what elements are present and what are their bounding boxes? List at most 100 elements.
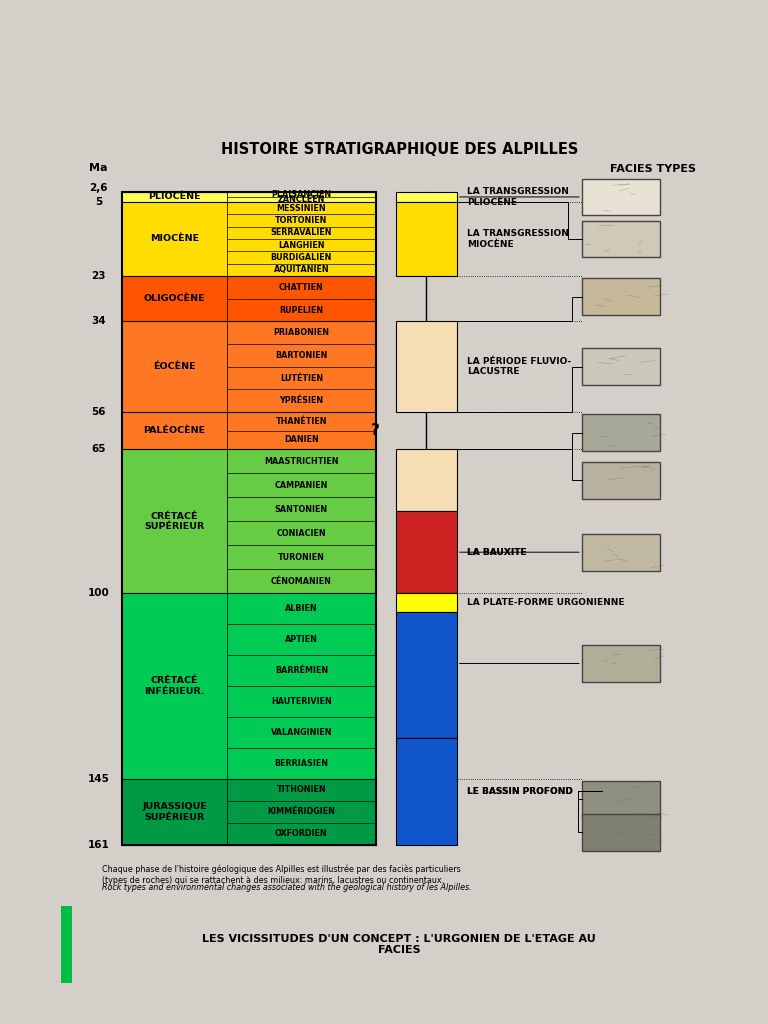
Bar <box>227 299 376 322</box>
Bar <box>582 781 660 818</box>
Bar <box>582 178 660 215</box>
Bar <box>227 214 376 226</box>
Text: HISTOIRE STRATIGRAPHIQUE DES ALPILLES: HISTOIRE STRATIGRAPHIQUE DES ALPILLES <box>220 142 578 158</box>
Bar <box>122 779 227 845</box>
Text: 2,6: 2,6 <box>89 183 108 194</box>
Bar <box>227 264 376 276</box>
Bar <box>227 344 376 367</box>
Text: FACIES TYPES: FACIES TYPES <box>610 164 696 174</box>
Bar <box>227 717 376 748</box>
Text: 100: 100 <box>88 589 110 598</box>
Bar <box>396 322 457 412</box>
Bar <box>396 511 457 593</box>
Bar <box>227 546 376 569</box>
Text: ZANCLÉEN: ZANCLÉEN <box>278 195 325 204</box>
Bar <box>122 412 227 450</box>
Bar <box>227 569 376 593</box>
Bar <box>122 593 227 779</box>
Bar <box>122 322 227 412</box>
Text: PRIABONIEN: PRIABONIEN <box>273 329 329 337</box>
Text: LA TRANSGRESSION
MIOCÈNE: LA TRANSGRESSION MIOCÈNE <box>467 229 569 249</box>
Text: MESSINIEN: MESSINIEN <box>276 204 326 213</box>
Bar <box>227 779 376 801</box>
Text: PLAISANCIEN: PLAISANCIEN <box>271 190 332 199</box>
Bar <box>396 450 457 511</box>
Text: LUTÉTIEN: LUTÉTIEN <box>280 374 323 383</box>
Text: YPRÉSIEN: YPRÉSIEN <box>280 396 323 406</box>
Text: BARTONIEN: BARTONIEN <box>275 351 327 359</box>
Bar <box>582 814 660 851</box>
Bar <box>227 625 376 655</box>
Bar <box>582 645 660 682</box>
Bar <box>227 593 376 625</box>
Text: ?: ? <box>371 423 380 438</box>
Bar <box>582 534 660 570</box>
Text: 161: 161 <box>88 840 110 850</box>
Bar <box>396 193 457 202</box>
Text: RUPELIEN: RUPELIEN <box>280 305 323 314</box>
Bar <box>227 202 376 214</box>
Bar <box>227 473 376 498</box>
Text: 145: 145 <box>88 774 110 783</box>
Text: OXFORDIEN: OXFORDIEN <box>275 829 328 839</box>
Bar <box>396 202 457 276</box>
Bar <box>227 226 376 239</box>
Bar <box>582 415 660 452</box>
Bar <box>122 202 227 276</box>
Text: 34: 34 <box>91 316 106 327</box>
Text: PALÉOCÈNE: PALÉOCÈNE <box>144 426 206 435</box>
Bar <box>227 450 376 473</box>
Text: PLIOCÈNE: PLIOCÈNE <box>148 193 201 202</box>
Text: MIOCÈNE: MIOCÈNE <box>150 234 199 244</box>
Bar <box>227 748 376 779</box>
Text: KIMMÉRIDGIEN: KIMMÉRIDGIEN <box>267 807 336 816</box>
Text: CHATTIEN: CHATTIEN <box>279 283 324 292</box>
Text: CRÉTACÉ
INFÉRIEUR.: CRÉTACÉ INFÉRIEUR. <box>144 677 205 696</box>
Bar <box>122 193 376 845</box>
Text: ÉOCÈNE: ÉOCÈNE <box>154 362 196 372</box>
Text: LA BAUXITE: LA BAUXITE <box>467 548 527 557</box>
Text: VALANGINIEN: VALANGINIEN <box>270 728 332 737</box>
Text: DANIEN: DANIEN <box>284 435 319 444</box>
Text: SANTONIEN: SANTONIEN <box>275 505 328 514</box>
Text: LE BASSIN PROFOND: LE BASSIN PROFOND <box>467 786 573 796</box>
Text: 5: 5 <box>95 197 102 207</box>
Text: Chaque phase de l'histoire géologique des Alpilles est illustrée par des faciès : Chaque phase de l'histoire géologique de… <box>102 864 461 885</box>
Text: Rock types and environmental changes associated with the geological history of l: Rock types and environmental changes ass… <box>102 883 472 892</box>
Text: BERRIASIEN: BERRIASIEN <box>274 759 329 768</box>
Text: 65: 65 <box>91 444 106 455</box>
Text: JURASSIQUE
SUPÉRIEUR: JURASSIQUE SUPÉRIEUR <box>142 802 207 821</box>
Text: CRÉTACÉ
SUPÉRIEUR: CRÉTACÉ SUPÉRIEUR <box>144 512 205 531</box>
Bar <box>227 276 376 299</box>
Text: TURONIEN: TURONIEN <box>278 553 325 562</box>
Bar <box>227 367 376 389</box>
Text: LANGHIEN: LANGHIEN <box>278 241 325 250</box>
Bar <box>122 193 227 202</box>
Bar <box>227 193 376 197</box>
Bar <box>227 197 376 202</box>
Text: LE BASSIN PROFOND: LE BASSIN PROFOND <box>467 786 573 796</box>
Bar <box>582 220 660 257</box>
Text: SERRAVALIEN: SERRAVALIEN <box>270 228 332 238</box>
Bar <box>227 322 376 344</box>
Text: LA TRANSGRESSION
PLIOCÈNE: LA TRANSGRESSION PLIOCÈNE <box>467 187 569 207</box>
Text: APTIEN: APTIEN <box>285 635 318 644</box>
Text: TITHONIEN: TITHONIEN <box>276 785 326 795</box>
Text: LA BAUXITE: LA BAUXITE <box>467 548 527 557</box>
Bar <box>227 412 376 431</box>
Text: Ma: Ma <box>89 163 108 173</box>
Bar <box>582 279 660 315</box>
Bar <box>227 431 376 450</box>
Bar <box>122 450 227 593</box>
Text: CONIACIEN: CONIACIEN <box>276 528 326 538</box>
Bar <box>227 801 376 823</box>
Bar <box>227 389 376 412</box>
Text: 56: 56 <box>91 408 106 417</box>
Text: 23: 23 <box>91 271 106 281</box>
Text: LA PLATE-FORME URGONIENNE: LA PLATE-FORME URGONIENNE <box>467 598 624 607</box>
Bar <box>227 521 376 546</box>
Text: CÉNOMANIEN: CÉNOMANIEN <box>271 577 332 586</box>
Bar <box>227 498 376 521</box>
Bar <box>122 276 227 322</box>
Text: TORTONIEN: TORTONIEN <box>275 216 327 225</box>
